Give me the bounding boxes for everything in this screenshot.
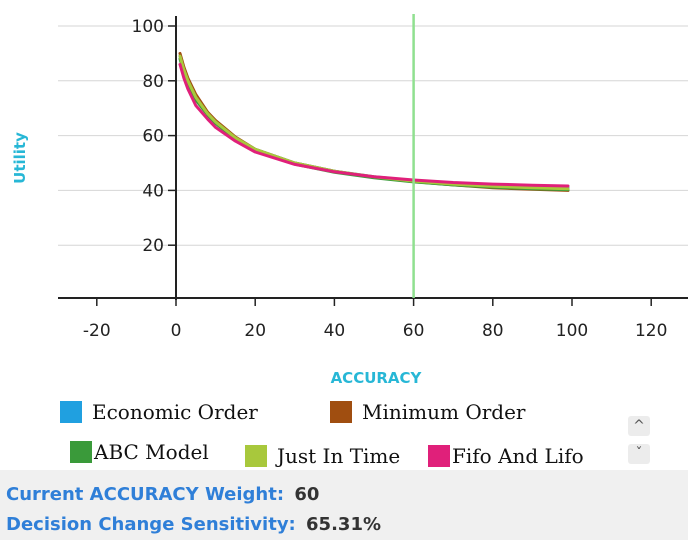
- series-line-just-in-time: [178, 54, 570, 191]
- x-tick-label: 20: [244, 321, 266, 341]
- series-line-economic-order: [178, 54, 570, 190]
- x-tick-label: 100: [556, 321, 588, 341]
- legend-label: Economic Order: [92, 400, 258, 424]
- info-panel: Current ACCURACY Weight: 60 Decision Cha…: [0, 470, 688, 540]
- chevron-down-icon[interactable]: ˇ: [628, 444, 650, 464]
- legend-label: Minimum Order: [362, 400, 526, 424]
- weight-value: 60: [294, 484, 320, 505]
- weight-line: Current ACCURACY Weight: 60: [6, 484, 319, 505]
- legend-swatch: [245, 445, 267, 467]
- legend-item-just-in-time[interactable]: Just In Time: [245, 444, 400, 468]
- series-line-fifo-and-lifo: [178, 62, 570, 188]
- x-tick-label: 40: [324, 321, 346, 341]
- legend-label: ABC Model: [94, 440, 209, 464]
- legend-swatch: [60, 401, 82, 423]
- sensitivity-line: Decision Change Sensitivity: 65.31%: [6, 514, 381, 535]
- legend-label: Just In Time: [277, 444, 401, 468]
- x-tick-label: 80: [482, 321, 504, 341]
- chart-legend: Economic Order Minimum Order ABC Model J…: [0, 398, 688, 468]
- y-tick-label: 100: [132, 17, 164, 37]
- chevron-up-icon[interactable]: ^: [628, 416, 650, 436]
- legend-item-fifo-and-lifo[interactable]: Fifo And Lifo: [428, 444, 584, 468]
- axes: [58, 16, 688, 300]
- legend-swatch: [330, 401, 352, 423]
- y-tick-label: 60: [142, 127, 164, 147]
- gridlines: [58, 25, 688, 246]
- x-tick-label: 120: [635, 321, 667, 341]
- legend-swatch: [70, 441, 92, 463]
- series-line-abc-model: [178, 57, 570, 192]
- x-axis-ticks: -20 0 20 40 60 80 100 120: [83, 298, 667, 341]
- sensitivity-label: Decision Change Sensitivity:: [6, 514, 296, 535]
- legend-label: Fifo And Lifo: [452, 444, 584, 468]
- y-tick-label: 40: [142, 181, 164, 201]
- x-axis-title: ACCURACY: [331, 369, 423, 387]
- series-line-minimum-order: [178, 51, 570, 192]
- legend-scroller: ^ ˇ: [628, 416, 650, 466]
- legend-item-abc-model[interactable]: ABC Model: [70, 440, 209, 464]
- weight-label: Current ACCURACY Weight:: [6, 484, 285, 505]
- y-tick-label: 80: [142, 72, 164, 92]
- series-lines: [178, 51, 570, 192]
- x-tick-label: -20: [83, 321, 111, 341]
- utility-line-chart: -20 0 20 40 60 80 100 120 20 40 60 80 100 Utility A…: [11, 14, 688, 387]
- y-axis-ticks: 20 40 60 80 100: [132, 17, 176, 256]
- x-tick-label: 0: [171, 321, 182, 341]
- y-axis-title: Utility: [11, 132, 29, 184]
- y-tick-label: 20: [142, 236, 164, 256]
- legend-item-economic-order[interactable]: Economic Order: [60, 400, 258, 424]
- x-tick-label: 60: [403, 321, 425, 341]
- legend-swatch: [428, 445, 450, 467]
- sensitivity-value: 65.31%: [306, 514, 382, 535]
- legend-item-minimum-order[interactable]: Minimum Order: [330, 400, 525, 424]
